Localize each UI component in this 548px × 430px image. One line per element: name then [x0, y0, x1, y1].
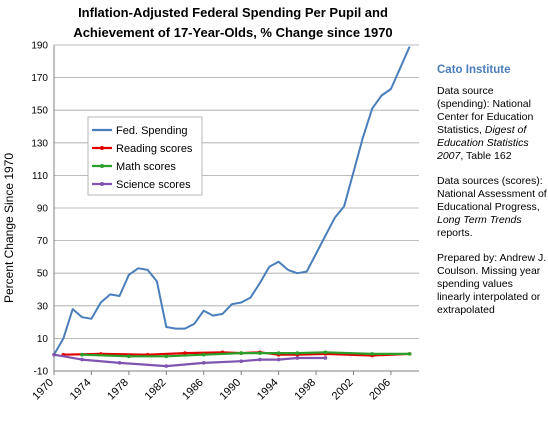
x-tick-label: 1998: [292, 377, 318, 403]
data-point: [80, 352, 84, 357]
chart: Inflation-Adjusted Federal Spending Per …: [2, 5, 419, 402]
series-lines: [52, 46, 412, 368]
series-line-3: [53, 353, 326, 368]
y-tick-label: 10: [37, 334, 49, 345]
x-tick-label: 1994: [255, 377, 281, 403]
scores-source-reports: reports.: [437, 227, 473, 239]
y-tick-label: 70: [37, 236, 49, 247]
chart-title-line-2: Achievement of 17-Year-Olds, % Change si…: [73, 25, 392, 40]
legend-label: Science scores: [116, 179, 191, 191]
legend-label: Math scores: [116, 161, 176, 173]
y-tick-label: 110: [32, 171, 48, 182]
legend-label: Fed. Spending: [116, 125, 188, 137]
legend-marker: [100, 164, 104, 168]
data-point: [239, 351, 243, 355]
organization-name: Cato Institute: [437, 64, 511, 76]
data-point: [323, 356, 328, 360]
data-point: [117, 361, 122, 365]
spending-source-title: Digest of Education Statistics 2007: [437, 124, 529, 162]
y-tick-label: 130: [31, 138, 48, 149]
x-tick-label: 1982: [143, 377, 169, 403]
prepared-by-note: Prepared by: Andrew J. Coulson. Missing …: [437, 252, 547, 316]
data-point: [52, 352, 56, 357]
spending-source-table: , Table 162: [460, 150, 512, 162]
legend-marker: [100, 182, 104, 186]
scores-source-note: Data sources (scores): National Assessme…: [437, 175, 547, 240]
data-point: [239, 359, 243, 364]
y-tick-labels: -10 10 30 50 70 90 110 130 150 170 190: [31, 41, 48, 378]
data-point: [276, 357, 281, 362]
spending-source-text: Data source (spending): National Center …: [437, 85, 534, 136]
data-point: [276, 351, 281, 355]
x-tick-label: 1990: [218, 377, 244, 403]
y-tick-label: 190: [31, 41, 48, 52]
data-point: [164, 354, 169, 359]
data-point: [407, 352, 412, 356]
series-line-0: [53, 46, 411, 356]
data-point: [164, 364, 169, 368]
data-point: [183, 351, 187, 355]
data-point: [258, 351, 262, 355]
x-tick-label: 2006: [367, 377, 393, 403]
legend-label: Reading scores: [116, 143, 193, 155]
x-tick-labels: 1970 1974 1978 1982 1986 1990 1994 1998 2002 2006: [30, 371, 393, 402]
x-tick-label: 2002: [330, 377, 356, 403]
data-point: [295, 356, 300, 360]
data-point: [201, 352, 206, 357]
legend-marker: [100, 146, 104, 150]
y-tick-label: 170: [31, 73, 48, 84]
y-tick-label: 150: [31, 106, 48, 117]
scores-source-title: Long Term Trends: [437, 214, 522, 226]
data-point: [201, 361, 206, 365]
spending-source-note: Data source (spending): National Center …: [437, 85, 547, 163]
grid-lines: [54, 44, 419, 372]
x-tick-label: 1974: [68, 377, 94, 403]
y-tick-label: 30: [37, 301, 49, 312]
scores-source-text: Data sources (scores): National Assessme…: [437, 175, 547, 213]
data-point: [295, 351, 300, 355]
y-axis-label: Percent Change Since 1970: [2, 153, 16, 303]
y-tick-label: -10: [34, 367, 49, 378]
data-point: [80, 357, 84, 362]
y-tick-label: 90: [37, 204, 49, 215]
legend: Fed. Spending Reading scores Math scores Sc…: [87, 116, 203, 196]
data-point: [258, 357, 262, 362]
data-point: [323, 350, 328, 355]
x-tick-label: 1978: [105, 377, 131, 403]
axes: [53, 45, 419, 372]
chart-title-line-1: Inflation-Adjusted Federal Spending Per …: [78, 5, 388, 20]
side-panel: Cato Institute Data source (spending): N…: [437, 64, 547, 329]
x-tick-label: 1986: [180, 377, 206, 403]
data-point: [127, 354, 131, 359]
y-tick-label: 50: [37, 269, 49, 280]
x-tick-label: 1970: [30, 377, 56, 403]
data-point: [370, 352, 375, 356]
